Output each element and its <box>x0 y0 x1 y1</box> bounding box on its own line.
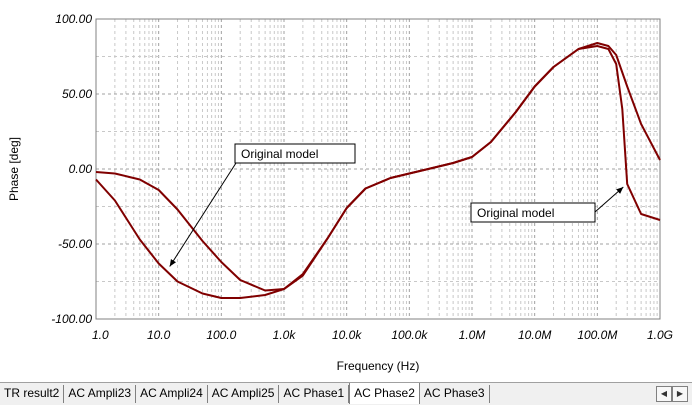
x-tick-label: 100.0 <box>206 328 236 342</box>
annotation-label: Original model <box>241 147 318 161</box>
annotation-box <box>470 202 596 223</box>
tab-ac-ampli25[interactable]: AC Ampli25 <box>207 385 280 403</box>
x-tick-label: 1.0k <box>273 328 297 342</box>
phase-plot: 100.00 50.00 0.00 -50.00 -100.00 1.0 10.0 100.… <box>7 12 674 373</box>
x-tick-label: 10.0M <box>518 328 551 342</box>
tab-ac-ampli24[interactable]: AC Ampli24 <box>136 385 208 403</box>
y-tick-label: 0.00 <box>69 162 93 176</box>
plot-area-frame <box>95 18 661 320</box>
x-tick-label: 1.0 <box>92 328 109 342</box>
scroll-left-icon[interactable]: ◀ <box>656 386 672 402</box>
x-tick-label: 100.0M <box>577 328 617 342</box>
x-tick-label: 1.0G <box>647 328 673 342</box>
annotation-arrow <box>594 186 624 213</box>
y-axis-label: Phase [deg] <box>7 137 21 201</box>
annotation-box <box>234 143 356 164</box>
x-axis-label: Frequency (Hz) <box>337 359 420 373</box>
scroll-right-icon[interactable]: ▶ <box>672 386 688 402</box>
y-tick-label: -100.00 <box>51 312 92 326</box>
phase-series-group <box>95 42 661 299</box>
tab-ac-ampli23[interactable]: AC Ampli23 <box>64 385 137 403</box>
tab-tr-result2[interactable]: TR result2 <box>0 385 65 403</box>
phase-series-line-2 <box>95 45 661 292</box>
y-tick-label: -50.00 <box>58 237 92 251</box>
x-axis-ticks: 1.0 10.0 100.0 1.0k 10.0k 100.0k 1.0M 10.0M 100.… <box>92 328 673 342</box>
annotation-label: Original model <box>477 206 554 220</box>
x-tick-label: 1.0M <box>459 328 486 342</box>
annotation-arrow <box>169 162 237 267</box>
tab-scroll-controls: ◀ ▶ <box>656 386 688 402</box>
x-tick-label: 10.0 <box>147 328 171 342</box>
y-tick-label: 50.00 <box>62 87 92 101</box>
tab-ac-phase2[interactable]: AC Phase2 <box>349 383 420 404</box>
y-tick-label: 100.00 <box>55 12 92 26</box>
x-tick-label: 100.0k <box>391 328 428 342</box>
x-tick-label: 10.0k <box>332 328 362 342</box>
tab-ac-phase1[interactable]: AC Phase1 <box>279 385 350 403</box>
y-axis-ticks: 100.00 50.00 0.00 -50.00 -100.00 <box>51 12 92 326</box>
annotations-group: Original model Original model <box>169 143 624 267</box>
result-tab-bar: TR result2 AC Ampli23 AC Ampli24 AC Ampl… <box>0 382 692 405</box>
tab-ac-phase3[interactable]: AC Phase3 <box>419 385 490 403</box>
